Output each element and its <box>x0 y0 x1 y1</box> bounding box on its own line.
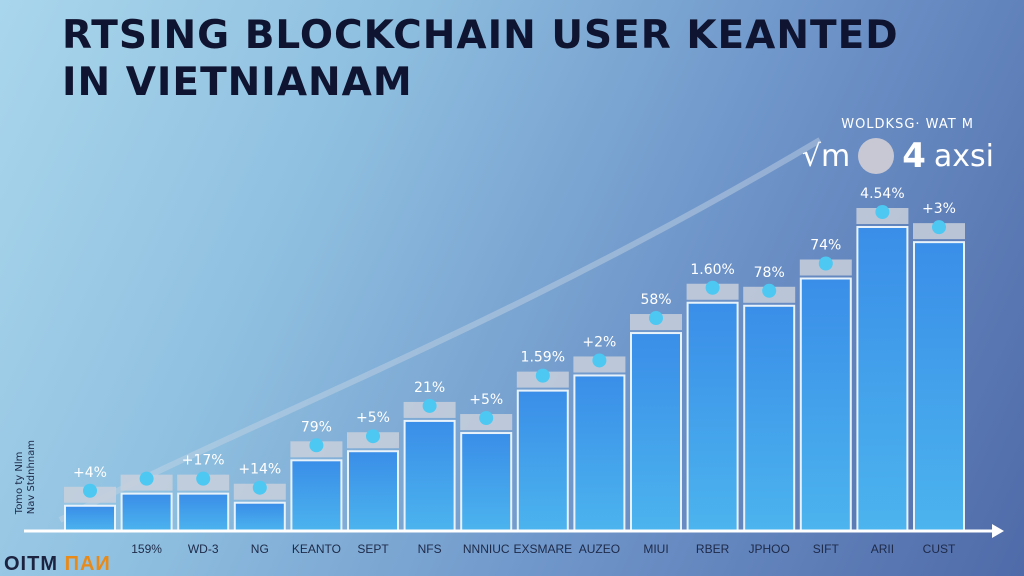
bar <box>688 303 737 531</box>
data-label: 21% <box>414 380 445 396</box>
bar <box>122 494 171 531</box>
title-line-2: IN VIETNIANAM <box>62 60 413 105</box>
category-label: MIUI <box>643 542 668 556</box>
legend-left-text: √m <box>801 138 851 174</box>
data-label: 1.60% <box>690 262 734 278</box>
data-label: +4% <box>73 465 107 481</box>
logo: OITM ПAИ <box>4 553 111 575</box>
legend-number: 4 <box>902 136 926 176</box>
data-label: 1.59% <box>521 350 565 366</box>
category-label: SEPT <box>357 542 389 556</box>
axis-arrow-icon <box>992 524 1004 538</box>
bar-marker <box>252 480 267 495</box>
bar-marker <box>366 429 380 444</box>
bar <box>632 334 680 531</box>
category-label: NG <box>251 542 269 556</box>
bar-marker <box>139 471 154 486</box>
data-label: +5% <box>469 392 503 408</box>
bar-marker <box>479 411 494 426</box>
category-label: RBER <box>696 542 730 556</box>
category-label: JPHOO <box>749 542 790 556</box>
title-line-1: RTSING BLOCKCHAIN USER KEANTED <box>62 13 899 58</box>
bar <box>349 452 397 531</box>
legend-right-text: axsi <box>933 138 994 174</box>
data-label: +17% <box>182 453 225 469</box>
bar-marker <box>818 256 833 271</box>
category-label: AUZEO <box>579 542 620 556</box>
bar <box>235 503 284 531</box>
data-label: 79% <box>301 419 332 435</box>
bar <box>801 279 850 531</box>
bar-marker <box>309 438 324 453</box>
bar-marker <box>649 311 663 326</box>
category-label: NNNIUC <box>463 542 510 556</box>
category-label: CUST <box>923 542 956 556</box>
bar-marker <box>422 398 437 413</box>
bar-marker <box>592 353 607 368</box>
category-label: WD-3 <box>188 542 219 556</box>
bar <box>405 421 454 531</box>
legend: WOLDKSG· WAT M √m 4 axsi <box>802 117 994 176</box>
bar-marker <box>535 368 550 383</box>
category-label: KEANTO <box>292 542 341 556</box>
bar <box>858 228 907 531</box>
bar <box>575 376 624 531</box>
bar-marker <box>705 280 720 295</box>
bar <box>915 243 963 531</box>
bar <box>179 494 228 531</box>
category-label: SIFT <box>813 542 840 556</box>
logo-accent: ПAИ <box>64 553 111 575</box>
bar <box>462 434 511 531</box>
category-label: 159% <box>131 542 162 556</box>
bar <box>66 506 114 531</box>
data-label: 74% <box>810 238 841 254</box>
data-label: +2% <box>582 334 616 350</box>
coin-icon <box>858 138 895 174</box>
data-label: +3% <box>922 201 956 217</box>
bar <box>745 306 794 531</box>
bar-marker <box>875 205 890 219</box>
data-label: 78% <box>754 265 785 281</box>
chart-title: RTSING BLOCKCHAIN USER KEANTED IN VIETNI… <box>62 12 899 106</box>
logo-text: OITM <box>4 553 58 575</box>
bar <box>518 391 567 531</box>
data-label: +14% <box>238 462 281 478</box>
data-label: 58% <box>640 292 671 308</box>
bar-marker <box>83 483 97 498</box>
category-label: ARII <box>871 542 894 556</box>
category-label: EXSMARE <box>513 542 572 556</box>
bar-marker <box>932 220 946 235</box>
bar-marker <box>196 471 211 486</box>
data-label: +5% <box>356 410 390 426</box>
category-label: NFS <box>418 542 442 556</box>
legend-caption: WOLDKSG· WAT M <box>841 117 974 132</box>
bar-marker <box>762 283 777 298</box>
bar <box>292 461 341 531</box>
data-label: 4.54% <box>860 186 904 202</box>
